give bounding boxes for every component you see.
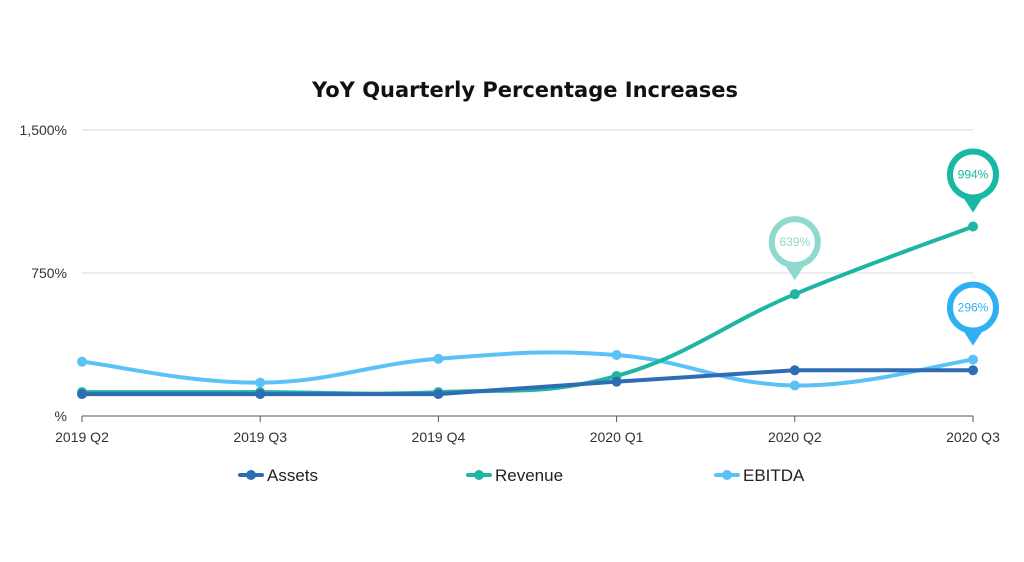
callout-pin: 639% (768, 216, 821, 281)
data-point-ebitda (77, 356, 87, 367)
data-point-ebitda (789, 380, 800, 391)
legend-swatch-dot (474, 470, 484, 480)
x-tick-label: 2019 Q3 (233, 429, 287, 445)
callout-ring (947, 281, 999, 334)
data-point-assets (611, 376, 622, 387)
data-point-ebitda (968, 354, 978, 365)
y-tick-label: 750% (31, 265, 67, 281)
x-tick-label: 2019 Q4 (412, 429, 466, 445)
data-point-ebitda (433, 353, 444, 364)
x-axis-ticks: 2019 Q2 2019 Q3 2019 Q4 2020 Q1 2020 Q2 2020 … (55, 416, 1000, 445)
x-tick-label: 2019 Q2 (55, 429, 109, 445)
callout-label: 296% (958, 301, 989, 315)
grid-layer (82, 129, 973, 417)
legend-item-ebitda: EBITDA (714, 466, 805, 485)
x-tick-label: 2020 Q2 (768, 429, 822, 445)
data-point-ebitda (255, 377, 266, 388)
callout-pin: 994% (947, 148, 999, 213)
callout-label: 994% (958, 167, 989, 181)
data-point-assets (433, 389, 444, 400)
legend-label: Revenue (495, 466, 563, 485)
series-line-assets (80, 368, 975, 397)
callout-ring (947, 148, 999, 201)
data-point-ebitda (611, 349, 622, 360)
legend-item-revenue: Revenue (466, 466, 563, 485)
callout-ring (768, 216, 821, 269)
data-point-assets (968, 365, 978, 376)
y-tick-label: % (55, 408, 67, 424)
data-point-assets (789, 365, 800, 376)
y-axis-ticks: % 750% 1,500% (20, 122, 67, 424)
legend-label: Assets (267, 466, 318, 485)
legend: Assets Revenue EBITDA (238, 466, 805, 485)
callout-pin: 296% (947, 281, 999, 346)
x-tick-label: 2020 Q3 (946, 429, 1000, 445)
data-point-revenue (789, 289, 800, 300)
legend-swatch-dot (722, 470, 732, 480)
data-point-assets (77, 389, 87, 400)
legend-swatch-dot (246, 470, 256, 480)
data-point-assets (255, 389, 266, 400)
series-line-ebitda (80, 350, 975, 388)
callout-layer: 639% 994% 296% (768, 148, 999, 346)
data-point-revenue (968, 221, 978, 232)
legend-label: EBITDA (743, 466, 805, 485)
legend-item-assets: Assets (238, 466, 318, 485)
y-tick-label: 1,500% (20, 122, 67, 138)
callout-label: 639% (779, 235, 810, 249)
series-layer (77, 221, 978, 400)
chart-title: YoY Quarterly Percentage Increases (311, 78, 738, 102)
x-tick-label: 2020 Q1 (590, 429, 644, 445)
